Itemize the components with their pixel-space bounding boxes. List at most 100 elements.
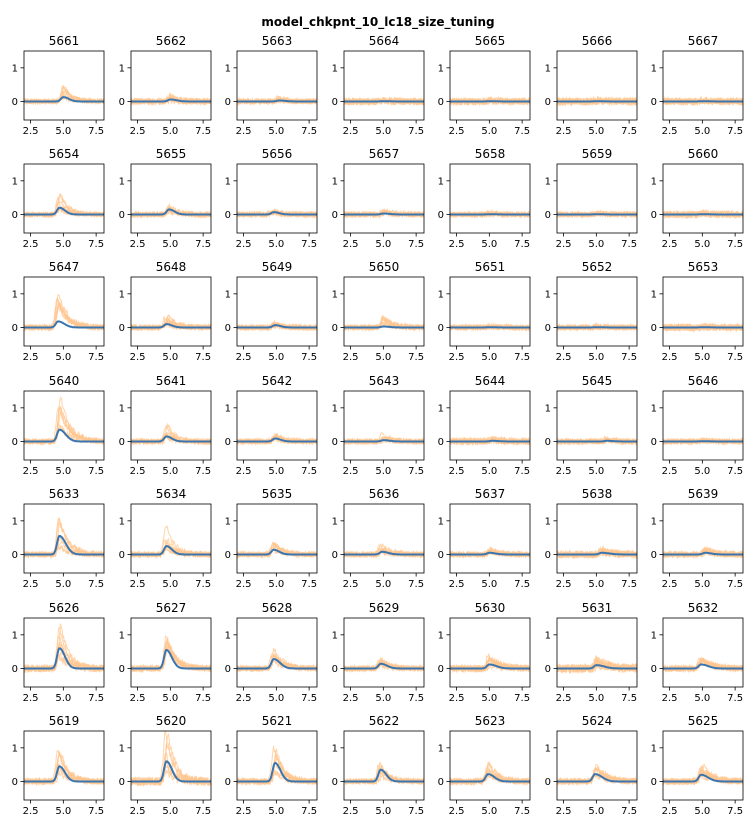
x-tick-label: 5.0	[694, 239, 710, 250]
x-tick-label: 2.5	[343, 239, 359, 250]
axes-frame	[343, 50, 425, 121]
y-tick-label: 1	[438, 63, 444, 74]
y-tick-label: 1	[119, 63, 125, 74]
panel-5637: 5637 2.5 5.0 7.5 0 1	[438, 487, 531, 590]
x-tick-label: 5.0	[588, 352, 604, 363]
panel-5619: 5619 2.5 5.0 7.5 0 1	[12, 714, 105, 817]
panel-lines	[237, 541, 317, 559]
panel-title: 5650	[369, 260, 400, 274]
y-tick-label: 0	[545, 664, 551, 675]
y-tick-label: 1	[119, 630, 125, 641]
x-tick-label: 2.5	[662, 352, 678, 363]
axes-frame	[236, 163, 318, 234]
mean-trace	[663, 663, 743, 670]
mean-trace	[131, 323, 211, 329]
panel-title: 5654	[49, 147, 80, 161]
axes-frame	[449, 503, 531, 574]
x-tick-label: 2.5	[130, 579, 146, 590]
mean-trace	[557, 439, 637, 443]
panel-lines	[663, 96, 743, 107]
x-tick-label: 5.0	[481, 806, 497, 817]
x-tick-label: 7.5	[514, 239, 530, 250]
x-tick-label: 7.5	[88, 693, 104, 704]
x-tick-label: 5.0	[694, 352, 710, 363]
y-tick-label: 0	[12, 97, 18, 108]
mean-trace	[131, 545, 211, 556]
y-tick-label: 1	[545, 630, 551, 641]
x-tick-label: 7.5	[195, 579, 211, 590]
panel-5659: 5659 2.5 5.0 7.5 0 1	[545, 147, 638, 250]
axes-frame	[449, 617, 531, 688]
panel-title: 5666	[582, 34, 613, 48]
panel-lines	[663, 762, 743, 786]
panel-title: 5630	[475, 601, 506, 615]
mean-trace	[344, 768, 424, 783]
axes-frame	[23, 730, 105, 801]
panel-5664: 5664 2.5 5.0 7.5 0 1	[332, 34, 425, 137]
x-tick-label: 5.0	[481, 693, 497, 704]
y-tick-label: 1	[651, 403, 657, 414]
panel-lines	[450, 435, 530, 447]
panel-lines	[344, 96, 424, 107]
panel-title: 5625	[688, 714, 719, 728]
panel-title: 5634	[156, 487, 187, 501]
y-tick-label: 1	[12, 630, 18, 641]
x-tick-label: 2.5	[556, 579, 572, 590]
x-tick-label: 2.5	[449, 693, 465, 704]
x-tick-label: 2.5	[662, 126, 678, 137]
panel-5656: 5656 2.5 5.0 7.5 0 1	[225, 147, 318, 250]
panel-5658: 5658 2.5 5.0 7.5 0 1	[438, 147, 531, 250]
axes-frame	[556, 503, 638, 574]
axes-frame	[130, 730, 212, 801]
trial-trace	[24, 623, 104, 673]
x-tick-label: 5.0	[268, 466, 284, 477]
panel-lines	[131, 202, 211, 219]
panel-5622: 5622 2.5 5.0 7.5 0 1	[332, 714, 425, 817]
mean-trace	[237, 658, 317, 670]
x-tick-label: 7.5	[195, 806, 211, 817]
x-tick-label: 5.0	[588, 806, 604, 817]
axes-frame	[556, 50, 638, 121]
y-tick-label: 0	[438, 550, 444, 561]
trial-trace	[450, 768, 530, 787]
panel-title: 5657	[369, 147, 400, 161]
x-tick-label: 2.5	[343, 352, 359, 363]
x-tick-label: 2.5	[449, 239, 465, 250]
x-tick-label: 2.5	[23, 579, 39, 590]
mean-trace	[237, 211, 317, 216]
panel-title: 5635	[262, 487, 293, 501]
x-tick-label: 2.5	[556, 466, 572, 477]
x-tick-label: 2.5	[23, 693, 39, 704]
panel-title: 5639	[688, 487, 719, 501]
y-tick-label: 0	[545, 97, 551, 108]
panel-5639: 5639 2.5 5.0 7.5 0 1	[651, 487, 744, 590]
panel-5648: 5648 2.5 5.0 7.5 0 1	[119, 260, 212, 363]
axes-frame	[23, 390, 105, 461]
panel-5649: 5649 2.5 5.0 7.5 0 1	[225, 260, 318, 363]
x-tick-label: 7.5	[301, 806, 317, 817]
x-tick-label: 5.0	[375, 693, 391, 704]
trial-trace	[237, 542, 317, 559]
x-tick-label: 7.5	[408, 352, 424, 363]
x-tick-label: 7.5	[514, 806, 530, 817]
panel-title: 5653	[688, 260, 719, 274]
mean-trace	[24, 647, 104, 670]
x-tick-label: 2.5	[343, 126, 359, 137]
y-tick-label: 0	[225, 777, 231, 788]
y-tick-label: 1	[225, 176, 231, 187]
y-tick-label: 1	[225, 403, 231, 414]
mean-trace	[237, 761, 317, 783]
x-tick-label: 5.0	[375, 806, 391, 817]
panel-lines	[557, 655, 637, 675]
y-tick-label: 1	[332, 63, 338, 74]
x-tick-label: 2.5	[130, 693, 146, 704]
axes-frame	[343, 730, 425, 801]
x-tick-label: 5.0	[55, 126, 71, 137]
x-tick-label: 2.5	[343, 806, 359, 817]
mean-trace	[24, 535, 104, 556]
panel-title: 5662	[156, 34, 187, 48]
panel-lines	[557, 322, 637, 332]
panel-title: 5659	[582, 147, 613, 161]
panel-title: 5642	[262, 374, 293, 388]
